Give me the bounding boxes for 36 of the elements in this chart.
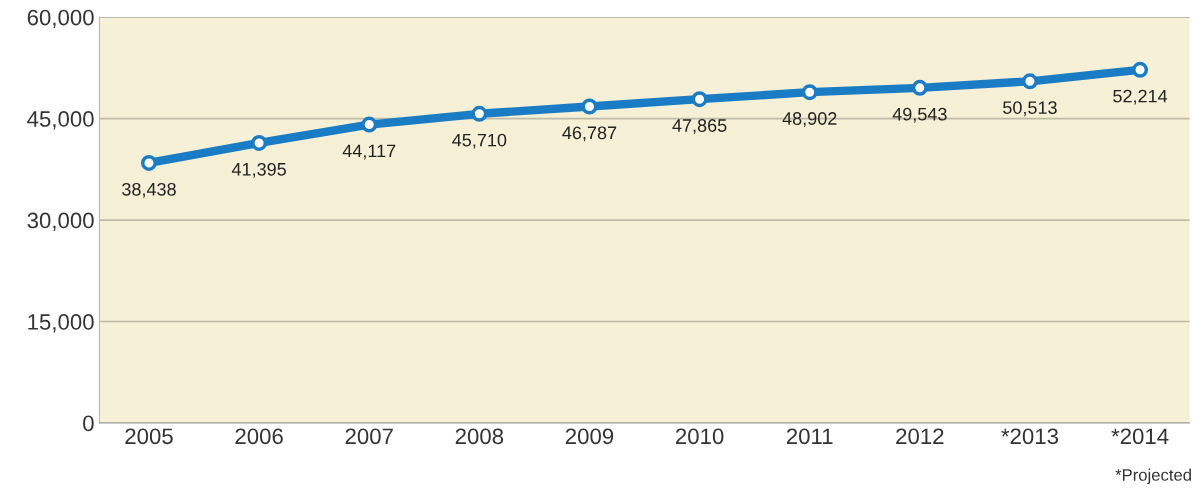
data-label: 50,513	[1003, 101, 1057, 117]
y-tick-label: 60,000	[27, 9, 94, 29]
point	[141, 154, 157, 171]
text: *Projected	[1115, 468, 1191, 485]
point	[251, 134, 268, 151]
x-tick-label: 2009	[565, 428, 614, 445]
y-tick-label: 0	[83, 415, 94, 432]
point	[1132, 61, 1149, 78]
y-tick-label: 30,000	[27, 212, 94, 231]
point	[801, 84, 818, 101]
x-tick-label: 2012	[896, 428, 944, 445]
y-tick-label: 45,000	[27, 111, 94, 130]
data-label: 45,710	[452, 133, 507, 149]
point	[1021, 73, 1038, 90]
point	[911, 79, 928, 96]
data-label: 49,543	[892, 107, 947, 123]
y-tick-label: 15,000	[28, 314, 94, 333]
data-label: 47,865	[672, 119, 727, 135]
data-label: 38,438	[122, 182, 176, 198]
x-tick-label: 2006	[235, 428, 283, 445]
x-tick-label: *2013	[1001, 428, 1059, 445]
point	[361, 116, 378, 133]
point	[581, 98, 598, 115]
x-tick-label: 2005	[125, 428, 173, 445]
x-tick-label: 2011	[786, 428, 833, 445]
data-label: 41,395	[231, 162, 286, 178]
data-label: 46,787	[562, 126, 617, 142]
point	[471, 105, 488, 122]
data-label: 44,117	[342, 144, 396, 160]
data-label: 48,902	[782, 112, 837, 128]
x-tick-label: *2014	[1111, 428, 1169, 445]
point	[691, 91, 708, 108]
data-label: 52,214	[1113, 89, 1168, 105]
x-tick-label: 2007	[345, 428, 393, 445]
x-tick-label: 2010	[675, 428, 724, 445]
x-tick-label: 2008	[455, 428, 504, 445]
